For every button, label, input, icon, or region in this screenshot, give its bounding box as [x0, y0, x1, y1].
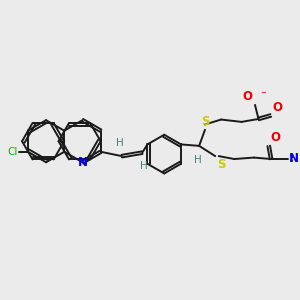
Text: O: O [243, 90, 253, 103]
Text: S: S [201, 115, 209, 128]
Text: O: O [270, 130, 280, 143]
Text: H: H [116, 138, 124, 148]
Text: S: S [217, 158, 225, 171]
Text: N: N [289, 152, 299, 165]
Text: H: H [140, 161, 148, 171]
Text: Cl: Cl [7, 147, 18, 157]
Text: ⁻: ⁻ [260, 90, 266, 100]
Text: O: O [272, 101, 282, 114]
Text: N: N [77, 156, 88, 169]
Text: H: H [194, 154, 202, 165]
